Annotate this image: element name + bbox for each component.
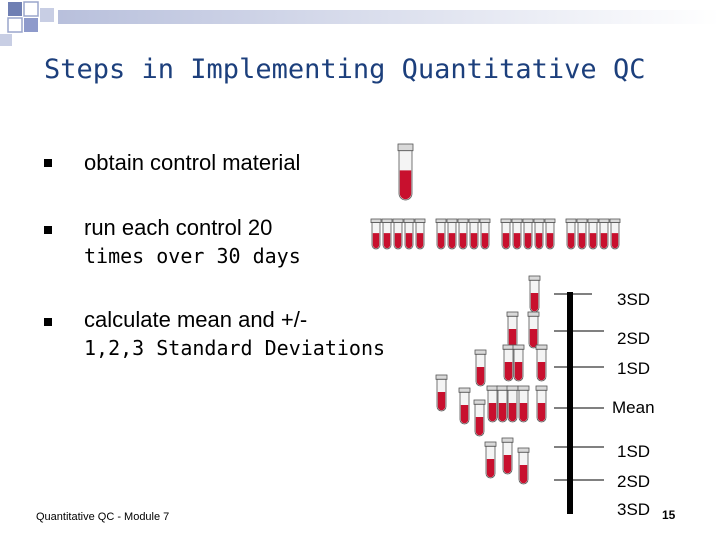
bullet-1-line1: obtain control material	[84, 150, 301, 175]
scatter-tube-7	[535, 344, 548, 382]
footer-text: Quantitative QC - Module 7	[36, 511, 170, 523]
scatter-tube-16	[484, 441, 497, 479]
scatter-tube-5	[502, 344, 515, 382]
sd-label-minus3: 3SD	[617, 500, 651, 519]
bullet-1: obtain control material	[84, 148, 300, 177]
scatter-tube-1	[528, 275, 541, 313]
row-tube-18	[587, 218, 599, 250]
scatter-tube-17	[501, 437, 514, 475]
scatter-tube-8	[435, 374, 448, 412]
page-number: 15	[662, 508, 676, 522]
row-tube-10	[479, 218, 491, 250]
row-tube-12	[511, 218, 523, 250]
bullet-2-line1: run each control 20	[84, 215, 273, 240]
scatter-tube-15	[535, 385, 548, 423]
bullet-marker-1	[44, 159, 52, 167]
sd-label-mean: Mean	[612, 398, 655, 417]
scatter-tube-11	[486, 385, 499, 423]
control-tube-large	[397, 143, 414, 201]
row-tube-6	[435, 218, 447, 250]
row-tube-16	[565, 218, 577, 250]
scatter-tube-14	[517, 385, 530, 423]
row-tube-9	[468, 218, 480, 250]
scatter-tube-13	[506, 385, 519, 423]
row-tube-15	[544, 218, 556, 250]
row-tube-2	[381, 218, 393, 250]
row-tube-17	[576, 218, 588, 250]
scatter-tube-10	[473, 399, 486, 437]
row-tube-13	[522, 218, 534, 250]
scatter-tube-4	[474, 349, 487, 387]
scatter-tube-6	[512, 344, 525, 382]
scatter-tube-3	[527, 311, 540, 349]
bullet-2-line2: times over 30 days	[84, 244, 301, 268]
row-tube-5	[414, 218, 426, 250]
sd-label-plus2: 2SD	[617, 329, 651, 348]
scatter-tube-9	[458, 387, 471, 425]
row-tube-7	[446, 218, 458, 250]
slide-title: Steps in Implementing Quantitative QC	[44, 54, 646, 85]
header-decoration	[0, 1, 720, 46]
scatter-tube-18	[517, 447, 530, 485]
row-tube-1	[370, 218, 382, 250]
row-tube-11	[500, 218, 512, 250]
sd-axis-bar	[567, 292, 573, 514]
sd-label-minus2: 2SD	[617, 472, 651, 491]
bullet-3-line2: 1,2,3 Standard Deviations	[84, 336, 386, 360]
row-tube-14	[533, 218, 545, 250]
sd-label-plus3: 3SD	[617, 290, 651, 309]
sd-label-plus1: 1SD	[617, 359, 651, 378]
bullet-2: run each control 20 times over 30 days	[84, 213, 301, 271]
sd-label-minus1: 1SD	[617, 442, 651, 461]
bullet-marker-3	[44, 318, 52, 326]
row-tube-8	[457, 218, 469, 250]
bullet-3: calculate mean and +/- 1,2,3 Standard De…	[84, 305, 385, 363]
bullet-3-line1: calculate mean and +/-	[84, 307, 308, 332]
bullet-marker-2	[44, 226, 52, 234]
row-tube-3	[392, 218, 404, 250]
row-tube-20	[609, 218, 621, 250]
row-tube-4	[403, 218, 415, 250]
scatter-tube-2	[506, 311, 519, 349]
row-tube-19	[598, 218, 610, 250]
scatter-tube-12	[496, 385, 509, 423]
